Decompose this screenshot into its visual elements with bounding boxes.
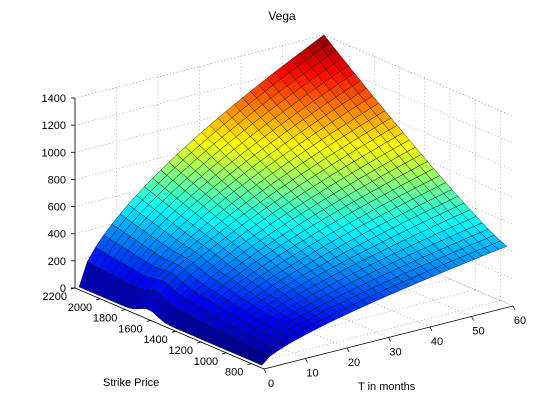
y-tick-label: 1200 [169, 345, 193, 357]
z-tick-label: 0 [60, 283, 66, 295]
y-axis-line [74, 287, 265, 370]
y-tick-mark [171, 330, 176, 333]
z-tick-label: 200 [48, 256, 66, 268]
y-tick-mark [196, 341, 202, 344]
vega-surface [78, 34, 507, 366]
y-tick-mark [146, 320, 151, 322]
k-gridline [251, 300, 501, 364]
x-tick-mark [305, 358, 308, 363]
z-tick-label: 800 [48, 174, 66, 186]
x-tick-label: 10 [306, 368, 318, 380]
y-tick-label: 2200 [43, 291, 67, 303]
x-tick-label: 0 [268, 378, 274, 390]
tick-labels: 0102030405060800100012001400160018002000… [42, 93, 527, 390]
chart-title: Vega [268, 9, 296, 23]
y-tick-label: 1000 [194, 356, 218, 368]
x-tick-mark [512, 305, 516, 311]
x-tick-mark [388, 337, 391, 342]
y-tick-mark [222, 352, 227, 355]
box-edge [74, 34, 325, 99]
y-tick-mark [96, 298, 101, 301]
z-tick-label: 1400 [42, 93, 66, 105]
y-tick-label: 1400 [143, 334, 167, 346]
z-tick-label: 600 [48, 202, 66, 214]
x-tick-mark [263, 368, 267, 374]
x-tick-mark [346, 347, 350, 353]
x-tick-label: 40 [431, 336, 443, 348]
axes [70, 97, 516, 374]
x-tick-label: 60 [514, 315, 526, 327]
y-tick-label: 2000 [68, 302, 92, 314]
y-tick-mark [247, 363, 252, 365]
x-tick-mark [471, 316, 474, 321]
y-tick-label: 1800 [93, 313, 117, 325]
z-tick-label: 1200 [42, 120, 66, 132]
x-axis-label: T in months [358, 381, 416, 393]
surface-patch [255, 353, 271, 366]
z-tick-label: 1000 [42, 147, 66, 159]
y-tick-mark [121, 309, 126, 311]
y-tick-label: 1600 [118, 323, 142, 335]
x-tick-mark [429, 326, 433, 332]
x-tick-label: 50 [472, 326, 484, 338]
x-tick-label: 20 [348, 357, 360, 369]
y-tick-label: 800 [225, 367, 243, 379]
x-tick-label: 30 [389, 347, 401, 359]
y-axis-label: Strike Price [103, 377, 159, 389]
z-tick-label: 400 [48, 229, 66, 241]
